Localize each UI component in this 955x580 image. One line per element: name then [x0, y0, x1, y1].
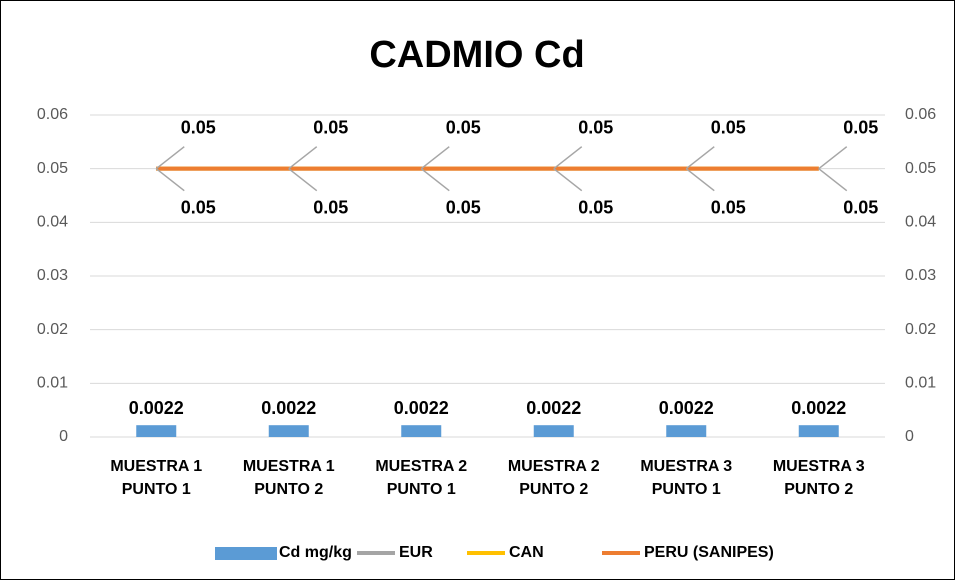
data-label: 0.05 — [313, 117, 348, 137]
legend-label: Cd mg/kg — [279, 544, 352, 561]
y2-tick-label: 0.03 — [905, 267, 936, 284]
bar — [666, 425, 707, 437]
y-tick-label: 0.03 — [37, 267, 68, 284]
leader-line — [155, 146, 185, 170]
leader-line — [553, 146, 583, 170]
leader-line — [818, 168, 848, 192]
data-label: 0.05 — [181, 197, 216, 217]
leader-line — [685, 146, 715, 170]
legend-label: CAN — [509, 544, 544, 561]
leader-line — [155, 168, 185, 192]
legend-swatch — [215, 547, 277, 560]
data-label: 0.05 — [313, 197, 348, 217]
y-tick-label: 0.05 — [37, 160, 68, 177]
bar — [136, 425, 177, 437]
leader-line — [420, 146, 450, 170]
leader-line — [288, 168, 318, 192]
y2-tick-label: 0.06 — [905, 106, 936, 123]
x-tick-label: MUESTRA 3 PUNTO 2 — [772, 458, 865, 498]
bar — [533, 425, 574, 437]
data-label: 0.0022 — [129, 398, 184, 418]
y2-tick-label: 0.05 — [905, 160, 936, 177]
y2-tick-label: 0.02 — [905, 321, 936, 338]
leader-line — [420, 168, 450, 192]
data-label: 0.05 — [711, 117, 746, 137]
x-tick-label: MUESTRA 3 PUNTO 1 — [640, 458, 733, 498]
bar — [798, 425, 839, 437]
chart-title: CADMIO Cd — [369, 34, 584, 76]
legend-label: EUR — [399, 544, 433, 561]
y-tick-label: 0.02 — [37, 321, 68, 338]
y2-tick-label: 0 — [905, 428, 914, 445]
data-label: 0.05 — [578, 197, 613, 217]
bar — [401, 425, 442, 437]
y-tick-label: 0.01 — [37, 375, 68, 392]
x-tick-label: MUESTRA 2 PUNTO 2 — [507, 458, 600, 498]
data-label: 0.0022 — [261, 398, 316, 418]
y-tick-label: 0.04 — [37, 214, 68, 231]
data-label: 0.05 — [843, 197, 878, 217]
y-tick-label: 0.06 — [37, 106, 68, 123]
data-label: 0.05 — [181, 117, 216, 137]
data-label: 0.05 — [446, 117, 481, 137]
data-label: 0.0022 — [659, 398, 714, 418]
x-tick-label: MUESTRA 1 PUNTO 2 — [242, 458, 335, 498]
data-label: 0.05 — [578, 117, 613, 137]
bar — [268, 425, 309, 437]
data-label: 0.0022 — [791, 398, 846, 418]
leader-line — [553, 168, 583, 192]
y2-tick-label: 0.04 — [905, 214, 936, 231]
leader-line — [288, 146, 318, 170]
x-tick-label: MUESTRA 2 PUNTO 1 — [375, 458, 468, 498]
leader-line — [818, 146, 848, 170]
data-label: 0.05 — [446, 197, 481, 217]
legend-label: PERU (SANIPES) — [644, 544, 774, 561]
x-tick-label: MUESTRA 1 PUNTO 1 — [110, 458, 203, 498]
data-label: 0.0022 — [394, 398, 449, 418]
data-label: 0.0022 — [526, 398, 581, 418]
y2-tick-label: 0.01 — [905, 375, 936, 392]
data-label: 0.05 — [711, 197, 746, 217]
leader-line — [685, 168, 715, 192]
data-label: 0.05 — [843, 117, 878, 137]
y-tick-label: 0 — [59, 428, 68, 445]
